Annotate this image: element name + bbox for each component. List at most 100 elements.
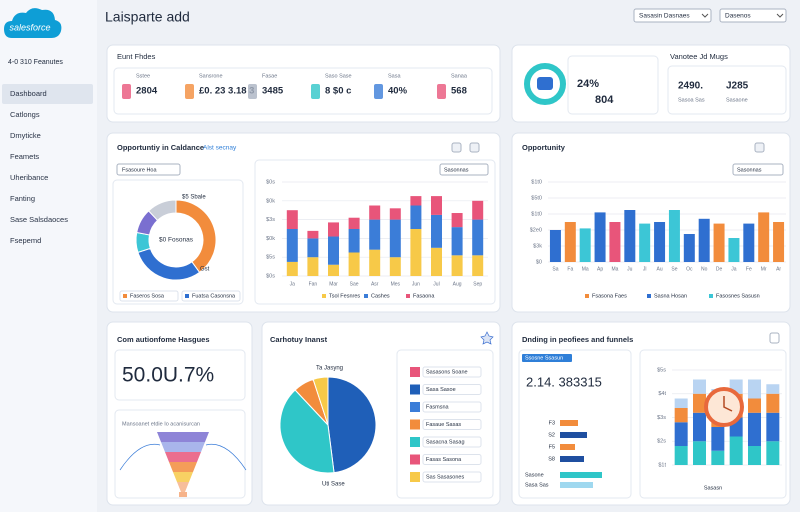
bar bbox=[654, 222, 666, 262]
x-tick-label: Ma bbox=[582, 266, 589, 272]
bar-segment bbox=[410, 229, 422, 276]
y-tick-label: $5s bbox=[657, 367, 666, 373]
card-title: Vanotee Jd Mugs bbox=[670, 52, 728, 61]
y-tick-label: $0s bbox=[266, 179, 275, 185]
x-tick-label: Mr bbox=[761, 266, 767, 272]
bar-segment bbox=[674, 398, 688, 408]
filter-label[interactable]: Fsasoure Hoa bbox=[122, 167, 157, 173]
y-tick-label: $0 bbox=[536, 259, 542, 265]
label-chip bbox=[522, 354, 572, 362]
bar-segment bbox=[451, 227, 463, 256]
bar-segment bbox=[472, 255, 484, 276]
y-tick-label: $4t bbox=[658, 391, 666, 397]
legend-swatch bbox=[410, 437, 420, 447]
y-tick-label: $1t0 bbox=[531, 179, 542, 185]
star-icon bbox=[480, 331, 494, 345]
nav-item[interactable]: Uheribance bbox=[10, 173, 48, 182]
funnel-stem bbox=[179, 492, 187, 497]
card-title: Eunt Fhdes bbox=[117, 52, 156, 61]
card-title: Dnding in peofiees and funnels bbox=[522, 335, 633, 344]
legend-box bbox=[422, 436, 482, 448]
x-tick-label: Ap bbox=[597, 266, 603, 272]
nav-item[interactable]: Fanting bbox=[10, 194, 35, 203]
legend-swatch bbox=[410, 472, 420, 482]
x-tick-label: Jl bbox=[643, 266, 647, 272]
legend-swatch bbox=[406, 294, 410, 298]
bar-segment bbox=[693, 412, 706, 442]
bar-segment bbox=[711, 450, 725, 465]
big-value: 2.14. 383315 bbox=[526, 374, 602, 389]
donut-segment bbox=[135, 231, 151, 253]
legend-label: Sasasons Soane bbox=[426, 369, 468, 375]
filter bbox=[732, 163, 784, 176]
metric-icon bbox=[122, 84, 131, 99]
filter-label[interactable]: Sasonnas bbox=[737, 167, 762, 173]
filter bbox=[116, 163, 181, 176]
metric-icon bbox=[185, 84, 194, 99]
x-tick-label: No bbox=[701, 266, 708, 272]
dropdown bbox=[719, 8, 787, 23]
funnel-layer bbox=[157, 432, 209, 442]
x-tick-label: Oc bbox=[686, 266, 693, 272]
dropdown bbox=[633, 8, 712, 23]
legend-box bbox=[181, 290, 241, 302]
bar-segment bbox=[286, 261, 298, 276]
x-tick-label: Fe bbox=[746, 266, 752, 272]
pie-label: Ta Jasyng bbox=[316, 366, 343, 372]
ring-glyph bbox=[537, 77, 553, 90]
nav-item[interactable]: Feamets bbox=[10, 152, 39, 161]
bar bbox=[549, 230, 561, 262]
bar-segment bbox=[748, 446, 761, 465]
subtitle: 4-0 310 Feanutes bbox=[8, 59, 63, 66]
nav-item[interactable]: Fsepemd bbox=[10, 236, 41, 245]
y-tick-label: $0k bbox=[266, 198, 275, 204]
nav-item[interactable]: Sase Salsdaoces bbox=[10, 215, 68, 224]
caret bbox=[776, 13, 784, 18]
dropdown-label[interactable]: Sasasin Dasnaes bbox=[639, 13, 690, 20]
x-tick-label: Jul bbox=[433, 281, 439, 287]
bar-segment bbox=[431, 247, 442, 276]
bar-segment bbox=[674, 446, 688, 465]
bar-segment bbox=[711, 427, 725, 451]
x-tick-label: Ma bbox=[611, 266, 618, 272]
legend-swatch bbox=[364, 294, 368, 298]
bar-segment bbox=[328, 264, 339, 276]
y-tick-label: $5t0 bbox=[531, 195, 542, 201]
donut-segment bbox=[147, 199, 177, 222]
bar-segment bbox=[389, 208, 401, 220]
legend-swatch bbox=[410, 454, 420, 465]
dropdown-label[interactable]: Dasenos bbox=[725, 13, 751, 20]
ring-icon bbox=[524, 63, 566, 105]
caption: Mansoanet etdie Io acanisurcan bbox=[122, 421, 200, 427]
bar-segment bbox=[674, 408, 688, 423]
link[interactable]: Alst secnay bbox=[203, 145, 237, 152]
bar-segment bbox=[369, 205, 381, 220]
legend-box bbox=[422, 419, 482, 430]
bar bbox=[773, 222, 785, 262]
page-title: Laisparte add bbox=[105, 9, 190, 25]
bar-segment bbox=[410, 205, 422, 229]
row-label: Sasa Sas bbox=[525, 482, 549, 488]
legend-label: Fuatsa Casonsna bbox=[192, 293, 236, 299]
bar-segment bbox=[729, 436, 743, 465]
x-tick-label: Ja bbox=[290, 281, 296, 287]
bar-segment bbox=[348, 252, 360, 276]
nav-item[interactable]: Catlongs bbox=[10, 110, 40, 119]
legend-swatch bbox=[585, 294, 589, 298]
filter-label[interactable]: Sasonnas bbox=[444, 167, 469, 173]
bar-segment bbox=[748, 398, 761, 413]
legend-label: Tsol Fesnres bbox=[329, 293, 360, 299]
y-tick-label: $3s bbox=[266, 217, 275, 223]
row-label: F3 bbox=[549, 420, 555, 426]
legend-label: Fasas Sasona bbox=[426, 457, 462, 463]
x-tick-label: Ja bbox=[731, 266, 737, 272]
bar-segment bbox=[472, 200, 484, 220]
funnel-layer bbox=[161, 442, 205, 452]
bar bbox=[639, 223, 651, 262]
nav-item[interactable]: Dashboard bbox=[10, 89, 47, 98]
row-label: F5 bbox=[549, 444, 555, 450]
legend-swatch bbox=[647, 294, 651, 298]
row-bar bbox=[560, 456, 584, 462]
nav-item[interactable]: Dmyticke bbox=[10, 131, 41, 140]
bar-segment bbox=[307, 238, 319, 258]
